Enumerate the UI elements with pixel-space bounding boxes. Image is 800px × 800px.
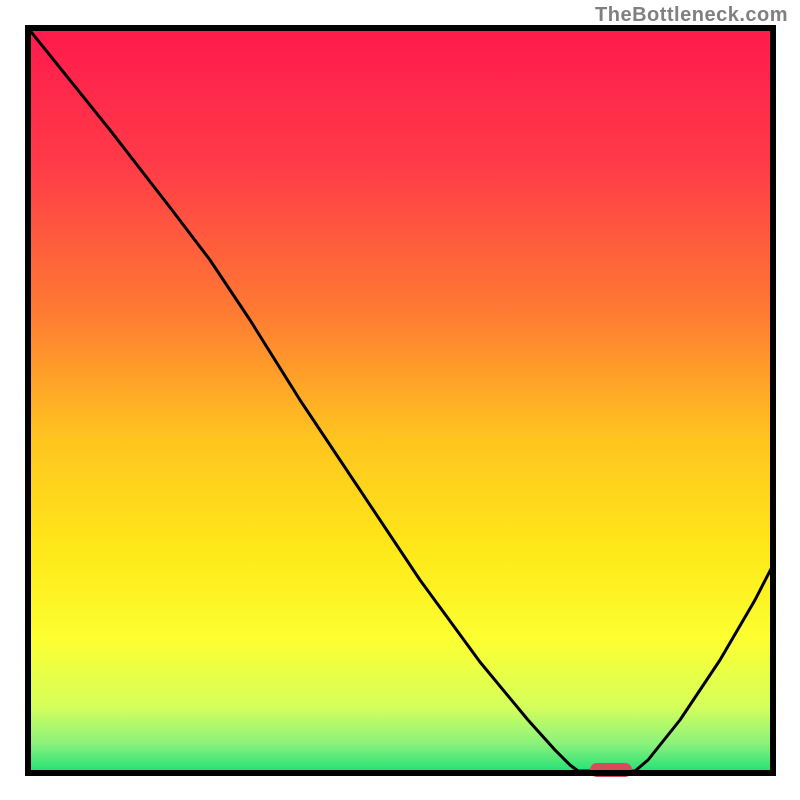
chart-background [28,28,773,773]
bottleneck-chart [0,0,800,800]
